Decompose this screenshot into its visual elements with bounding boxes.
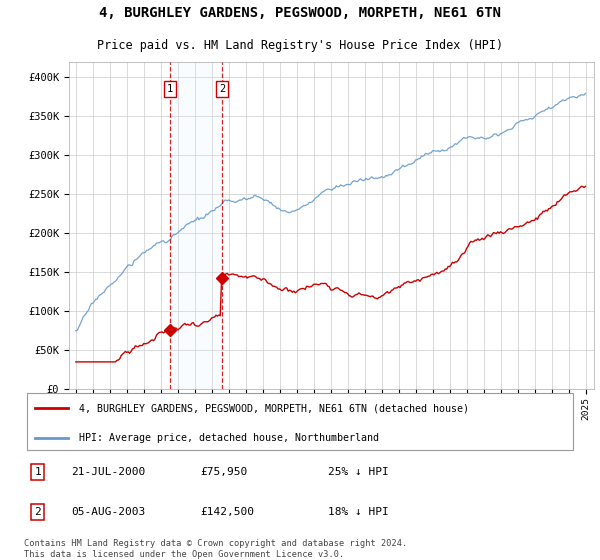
Text: 1: 1 xyxy=(34,467,41,477)
Text: 05-AUG-2003: 05-AUG-2003 xyxy=(71,507,145,517)
Text: 18% ↓ HPI: 18% ↓ HPI xyxy=(328,507,388,517)
Text: Contains HM Land Registry data © Crown copyright and database right 2024.
This d: Contains HM Land Registry data © Crown c… xyxy=(24,539,407,559)
Text: 4, BURGHLEY GARDENS, PEGSWOOD, MORPETH, NE61 6TN (detached house): 4, BURGHLEY GARDENS, PEGSWOOD, MORPETH, … xyxy=(79,403,469,413)
Text: 4, BURGHLEY GARDENS, PEGSWOOD, MORPETH, NE61 6TN: 4, BURGHLEY GARDENS, PEGSWOOD, MORPETH, … xyxy=(99,6,501,20)
Text: HPI: Average price, detached house, Northumberland: HPI: Average price, detached house, Nort… xyxy=(79,433,379,443)
Text: 2: 2 xyxy=(219,84,225,94)
Text: £142,500: £142,500 xyxy=(200,507,254,517)
Text: 1: 1 xyxy=(167,84,173,94)
Text: £75,950: £75,950 xyxy=(200,467,248,477)
Text: 21-JUL-2000: 21-JUL-2000 xyxy=(71,467,145,477)
Bar xyxy=(170,62,222,389)
Text: 2: 2 xyxy=(34,507,41,517)
Text: Price paid vs. HM Land Registry's House Price Index (HPI): Price paid vs. HM Land Registry's House … xyxy=(97,39,503,53)
FancyBboxPatch shape xyxy=(27,393,573,450)
Text: 25% ↓ HPI: 25% ↓ HPI xyxy=(328,467,388,477)
